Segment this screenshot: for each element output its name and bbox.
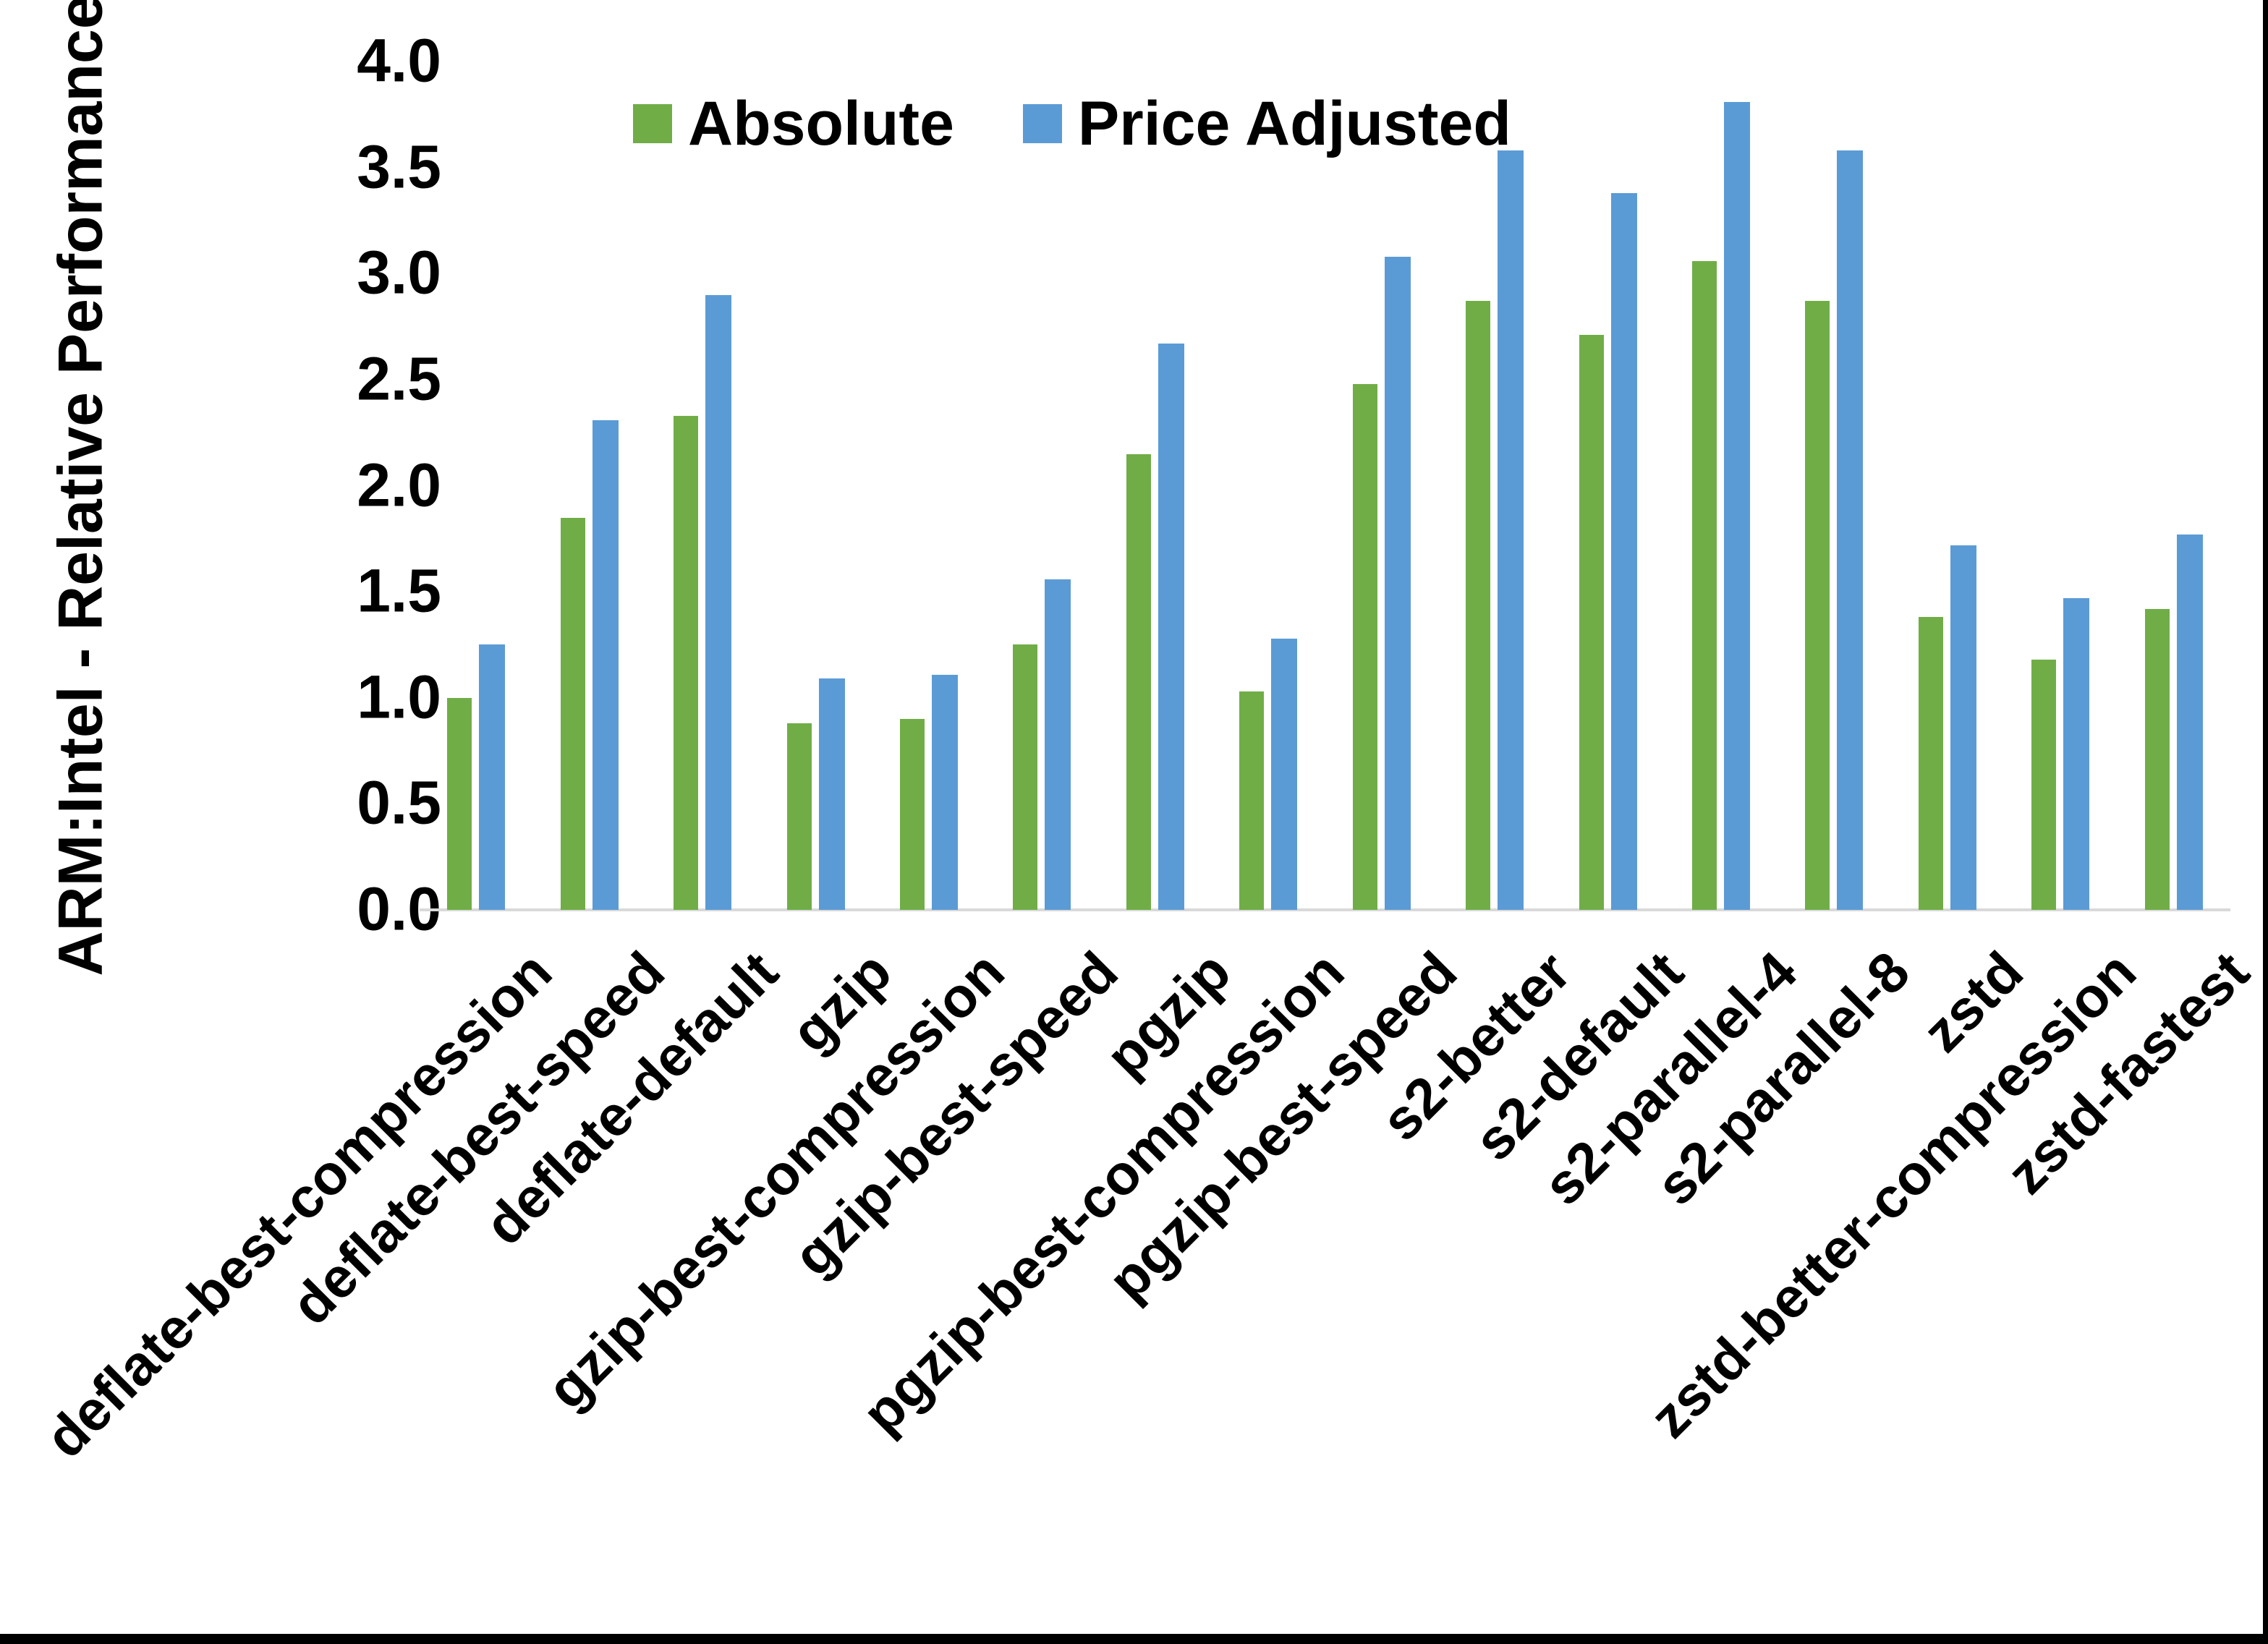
bar-price-adjusted-deflate-best-compression xyxy=(479,644,506,910)
bar-price-adjusted-deflate-default xyxy=(705,294,732,910)
category-slot xyxy=(1665,61,1778,910)
y-tick-label: 0.0 xyxy=(357,874,441,943)
y-tick-label: 2.5 xyxy=(357,344,441,413)
x-tick-label-gzip-best-compression: gzip-best-compression xyxy=(534,939,1016,1421)
x-tick-label-s2-better: s2-better xyxy=(1368,939,1583,1153)
category-slot xyxy=(985,61,1098,910)
x-tick-label-pgzip-best-speed: pgzip-best-speed xyxy=(1095,939,1469,1313)
legend-item-price-adjusted: Price Adjusted xyxy=(1022,89,1511,158)
y-tick-label: 3.5 xyxy=(357,132,441,200)
bar-price-adjusted-s2-default xyxy=(1610,192,1637,910)
category-slot xyxy=(646,61,759,910)
bar-price-adjusted-zstd xyxy=(1950,545,1976,910)
bar-price-adjusted-pgzip-best-speed xyxy=(1384,256,1411,910)
bar-absolute-gzip-best-speed xyxy=(1013,644,1038,910)
category-slot xyxy=(1778,61,1890,910)
bar-price-adjusted-gzip-best-speed xyxy=(1045,579,1071,910)
category-slot xyxy=(2118,61,2230,910)
x-tick-label-pgzip: pgzip xyxy=(1093,939,1243,1089)
x-tick-label-gzip-best-speed: gzip-best-speed xyxy=(781,939,1130,1288)
bar-price-adjusted-gzip-best-compression xyxy=(931,674,958,910)
bar-absolute-s2-default xyxy=(1579,335,1604,910)
bar-absolute-zstd-fastest xyxy=(2144,608,2170,910)
bar-absolute-s2-parallel-8 xyxy=(1805,301,1830,910)
legend: Absolute Price Adjusted xyxy=(633,93,1511,155)
bar-absolute-gzip-best-compression xyxy=(899,719,925,910)
legend-label-absolute: Absolute xyxy=(688,89,954,158)
x-tick-label-s2-parallel-4: s2-parallel-4 xyxy=(1530,939,1809,1217)
x-tick-label-deflate-best-speed: deflate-best-speed xyxy=(279,939,677,1337)
y-axis-title: ARM:Intel - Relative Performance xyxy=(46,0,116,976)
category-slot xyxy=(1099,61,1212,910)
x-axis-line xyxy=(420,908,2230,911)
y-tick-label: 0.5 xyxy=(357,768,441,837)
category-slot xyxy=(420,61,532,910)
bar-absolute-deflate-default xyxy=(674,415,699,910)
category-slot xyxy=(532,61,645,910)
absolute-series-swatch-icon xyxy=(633,104,672,143)
x-tick-label-deflate-default: deflate-default xyxy=(472,939,791,1257)
bar-price-adjusted-deflate-best-speed xyxy=(592,419,619,910)
y-tick-label: 3.0 xyxy=(357,238,441,307)
x-tick-label-pgzip-best-compression: pgzip-best-compression xyxy=(849,939,1356,1446)
bar-price-adjusted-zstd-better-compression xyxy=(2063,597,2090,910)
x-tick-label-s2-parallel-8: s2-parallel-8 xyxy=(1644,939,1922,1217)
bar-absolute-deflate-best-compression xyxy=(447,697,472,910)
bar-absolute-s2-parallel-4 xyxy=(1692,260,1717,910)
bar-absolute-pgzip-best-speed xyxy=(1352,383,1377,910)
y-tick-label: 2.0 xyxy=(357,450,441,519)
category-slot xyxy=(1891,61,2004,910)
x-tick-label-zstd-better-compression: zstd-better-compression xyxy=(1637,939,2149,1450)
price-adjusted-series-swatch-icon xyxy=(1022,104,1062,143)
bar-absolute-pgzip xyxy=(1126,453,1151,910)
bar-price-adjusted-pgzip xyxy=(1158,344,1184,910)
category-slot xyxy=(1551,61,1664,910)
category-slot xyxy=(1212,61,1325,910)
y-tick-label: 1.0 xyxy=(357,663,441,731)
bar-absolute-zstd xyxy=(1918,617,1943,910)
bar-absolute-gzip xyxy=(786,723,812,910)
bar-absolute-pgzip-best-compression xyxy=(1239,691,1265,910)
category-slot xyxy=(1325,61,1438,910)
x-tick-label-zstd: zstd xyxy=(1910,939,2035,1065)
bar-absolute-s2-better xyxy=(1466,301,1491,910)
legend-label-price-adjusted: Price Adjusted xyxy=(1077,89,1511,158)
category-slot xyxy=(759,61,872,910)
y-tick-label: 4.0 xyxy=(357,26,441,95)
x-tick-label-zstd-fastest: zstd-fastest xyxy=(1995,939,2261,1206)
x-tick-label-s2-default: s2-default xyxy=(1461,939,1696,1173)
bar-price-adjusted-pgzip-best-compression xyxy=(1271,638,1298,910)
bar-price-adjusted-s2-parallel-4 xyxy=(1724,101,1751,910)
bar-price-adjusted-s2-better xyxy=(1498,150,1524,910)
y-tick-label: 1.5 xyxy=(357,556,441,625)
bar-price-adjusted-gzip xyxy=(818,678,845,910)
window-frame-bottom xyxy=(0,1634,2268,1644)
bar-absolute-deflate-best-speed xyxy=(560,517,585,910)
category-slot xyxy=(1438,61,1551,910)
category-slot xyxy=(872,61,985,910)
window-frame-right xyxy=(2263,0,2268,1644)
plot-area xyxy=(420,61,2230,910)
bar-absolute-zstd-better-compression xyxy=(2031,659,2057,910)
x-tick-label-gzip: gzip xyxy=(778,939,904,1065)
category-slot xyxy=(2004,61,2117,910)
bar-price-adjusted-zstd-fastest xyxy=(2176,534,2203,910)
legend-item-absolute: Absolute xyxy=(633,93,954,155)
bar-price-adjusted-s2-parallel-8 xyxy=(1837,150,1864,910)
